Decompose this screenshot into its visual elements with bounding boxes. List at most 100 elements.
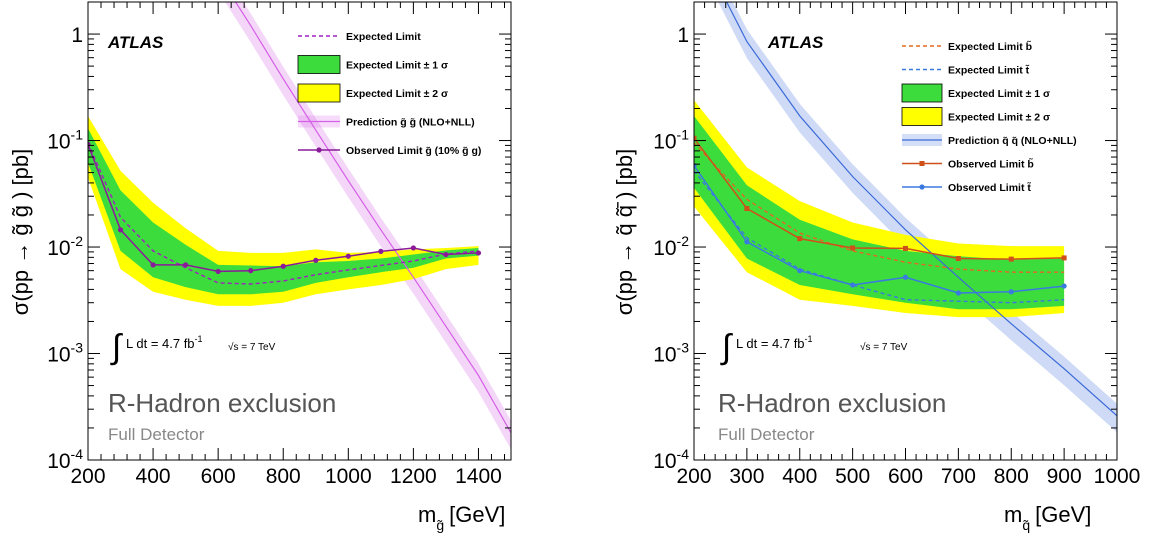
prediction-line bbox=[234, 2, 511, 434]
x-axis-label: mg̃ [GeV] bbox=[418, 502, 505, 533]
observed-t-point bbox=[1008, 289, 1014, 295]
legend-swatch-box bbox=[297, 55, 341, 74]
y-tick-label: 10-1 bbox=[47, 127, 83, 154]
luminosity-exponent: -1 bbox=[195, 334, 203, 344]
detector-label: Full Detector bbox=[718, 425, 815, 444]
observed-b-point bbox=[850, 245, 856, 251]
legend-entry-label: Expected Limit ± 2 σ bbox=[346, 88, 448, 100]
observed-point bbox=[378, 248, 384, 254]
legend-swatch-marker bbox=[919, 184, 925, 190]
observed-b-point bbox=[1008, 256, 1014, 262]
x-tick-label: 1200 bbox=[390, 465, 437, 488]
prediction-line bbox=[726, 2, 1117, 417]
observed-point bbox=[248, 268, 254, 274]
observed-point bbox=[313, 257, 319, 263]
observed-point bbox=[345, 253, 351, 259]
detector-label: Full Detector bbox=[108, 425, 205, 444]
x-tick-label: 300 bbox=[729, 465, 764, 488]
observed-t-point bbox=[902, 274, 909, 280]
legend-entry-label: Prediction q̃ q̃ (NLO+NLL) bbox=[948, 135, 1077, 147]
observed-b-point bbox=[903, 245, 908, 251]
luminosity-exponent: -1 bbox=[805, 334, 813, 344]
x-tick-label: 600 bbox=[201, 465, 236, 488]
expected-line bbox=[88, 142, 479, 285]
x-tick-label: 400 bbox=[782, 465, 817, 488]
x-axis-unit: [GeV] bbox=[1035, 502, 1091, 527]
sqrt-sign: √ bbox=[228, 341, 234, 353]
x-axis-label: mq̃ [GeV] bbox=[1004, 502, 1091, 533]
y-tick-exponent: -1 bbox=[71, 127, 84, 143]
x-tick-label: 1000 bbox=[1094, 465, 1141, 488]
y-tick-exponent: -3 bbox=[71, 340, 84, 356]
luminosity-text: L dt = 4.7 fb bbox=[736, 336, 805, 351]
y-tick-exponent: -2 bbox=[677, 233, 690, 249]
prediction-uncertainty-band bbox=[718, 2, 1117, 433]
observed-t-point bbox=[744, 239, 750, 245]
y-tick-base: 1 bbox=[71, 24, 83, 47]
x-axis-symbol: m bbox=[418, 502, 436, 527]
luminosity-text: L dt = 4.7 fb bbox=[126, 336, 195, 351]
exclusion-label: R-Hadron exclusion bbox=[108, 388, 336, 418]
y-tick-base: 1 bbox=[677, 24, 689, 47]
observed-t-line bbox=[694, 165, 1065, 294]
x-axis-symbol: m bbox=[1004, 502, 1022, 527]
y-tick-label: 10-3 bbox=[47, 340, 83, 367]
legend-entry-label: Expected Limit ± 1 σ bbox=[346, 60, 448, 72]
observed-point bbox=[215, 268, 221, 275]
observed-t-point bbox=[955, 290, 961, 296]
plot-area bbox=[88, 2, 511, 450]
x-tick-label: 200 bbox=[70, 465, 105, 488]
x-tick-label: 400 bbox=[136, 465, 171, 488]
observed-b-point bbox=[1061, 255, 1067, 261]
legend-entry-label: Prediction g̃ g̃ (NLO+NLL) bbox=[346, 117, 475, 129]
y-tick-base: 10 bbox=[653, 131, 676, 154]
energy-label: √s = 7 TeV bbox=[860, 341, 908, 353]
x-tick-label: 800 bbox=[266, 465, 301, 488]
observed-b-line bbox=[694, 137, 1065, 260]
legend-entry-label: Expected Limit b̃ bbox=[948, 40, 1032, 53]
legend-entry-label: Expected Limit bbox=[346, 31, 421, 43]
y-tick-label: 1 bbox=[71, 24, 83, 47]
y-tick-base: 10 bbox=[47, 344, 70, 367]
legend-entry-label: Observed Limit b̃ bbox=[948, 158, 1034, 171]
energy-text: s = 7 TeV bbox=[866, 342, 908, 353]
x-axis-unit: [GeV] bbox=[449, 502, 505, 527]
atlas-label: ATLAS bbox=[107, 33, 164, 52]
legend-entry-label: Expected Limit ± 1 σ bbox=[948, 88, 1050, 100]
expected-1sigma-band bbox=[88, 128, 479, 295]
legend-swatch-marker bbox=[316, 147, 322, 153]
plot-frame bbox=[87, 1, 512, 461]
exclusion-label: R-Hadron exclusion bbox=[718, 388, 946, 418]
observed-point bbox=[150, 262, 156, 268]
observed-b-point bbox=[744, 206, 750, 212]
y-tick-base: 10 bbox=[47, 131, 70, 154]
y-tick-exponent: -3 bbox=[677, 340, 690, 356]
y-tick-label: 10-4 bbox=[47, 446, 83, 473]
observed-t-point bbox=[850, 282, 856, 288]
legend-entry-label: Expected Limit t̃ bbox=[948, 64, 1030, 77]
legend-entry-label: Observed Limit t̃ bbox=[948, 181, 1031, 194]
integral-sign: ∫ bbox=[110, 328, 123, 366]
y-tick-exponent: -4 bbox=[71, 446, 84, 462]
observed-point bbox=[280, 263, 286, 269]
x-tick-label: 500 bbox=[835, 465, 870, 488]
legend-swatch-marker bbox=[919, 161, 925, 166]
observed-b-point bbox=[955, 256, 961, 262]
observed-t-point bbox=[797, 268, 803, 274]
expected-t-line bbox=[694, 170, 1065, 304]
x-tick-label: 1400 bbox=[455, 465, 502, 488]
integral-sign: ∫ bbox=[720, 328, 733, 366]
x-axis-subscript: q̃ bbox=[1022, 517, 1030, 533]
y-tick-label: 10-4 bbox=[653, 446, 689, 473]
x-tick-label: 1000 bbox=[325, 465, 372, 488]
observed-point bbox=[117, 227, 124, 233]
y-tick-label: 10-3 bbox=[653, 340, 689, 367]
plot-area bbox=[694, 2, 1117, 433]
y-tick-exponent: -1 bbox=[677, 127, 690, 143]
observed-point bbox=[410, 245, 416, 251]
y-tick-label: 10-2 bbox=[47, 233, 83, 260]
observed-t-point bbox=[1061, 283, 1067, 289]
